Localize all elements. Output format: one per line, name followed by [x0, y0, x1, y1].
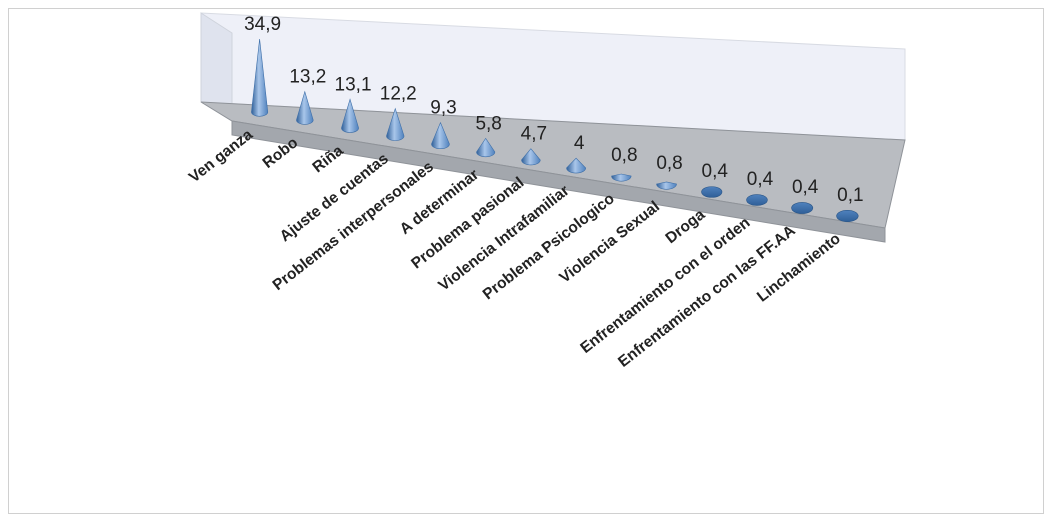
value-label: 5,8 — [475, 113, 501, 134]
cone-mark — [386, 107, 405, 141]
cone-mark — [701, 186, 723, 198]
category-label: Violencia Sexual — [556, 198, 663, 287]
cone-mark — [746, 194, 768, 206]
data-labels: 34,9 13,2 13,1 12,2 9,3 5,8 4,7 4 0,8 0,8 0,4 0,4 0,… — [244, 14, 863, 206]
value-label: 0,4 — [702, 161, 729, 182]
cone-mark — [611, 173, 632, 182]
cone-mark — [836, 210, 859, 222]
value-label: 13,2 — [289, 67, 326, 88]
value-label: 4 — [574, 133, 585, 154]
value-label: 4,7 — [521, 124, 547, 145]
plot-walls — [200, 12, 906, 243]
cone-mark — [656, 181, 677, 190]
floor-edge — [231, 120, 886, 243]
value-label: 12,2 — [380, 84, 417, 105]
cone-series — [251, 39, 859, 222]
category-label: Droga — [662, 206, 708, 247]
value-label: 0,8 — [611, 145, 637, 166]
value-label: 0,4 — [747, 169, 774, 190]
cone-mark — [566, 157, 587, 174]
cone-mark — [296, 90, 314, 125]
cone-mark — [476, 137, 496, 158]
cone-chart: 34,9 13,2 13,1 12,2 9,3 5,8 4,7 4 0,8 0,8 0,4 0,4 0,… — [186, 12, 906, 371]
value-label: 0,8 — [656, 153, 682, 174]
value-label: 9,3 — [430, 98, 456, 119]
value-label: 34,9 — [244, 14, 281, 35]
chart-frame: 34,9 13,2 13,1 12,2 9,3 5,8 4,7 4 0,8 0,8 0,4 0,4 0,… — [8, 8, 1044, 514]
cone-mark — [431, 121, 450, 150]
value-label: 0,1 — [837, 185, 863, 206]
cone-mark — [521, 148, 541, 166]
cone-mark — [341, 98, 359, 133]
value-label: 0,4 — [792, 177, 819, 198]
cone-mark — [251, 39, 269, 117]
value-label: 13,1 — [335, 74, 372, 95]
cone-mark — [791, 202, 814, 214]
category-label: Ven ganza — [186, 126, 257, 186]
